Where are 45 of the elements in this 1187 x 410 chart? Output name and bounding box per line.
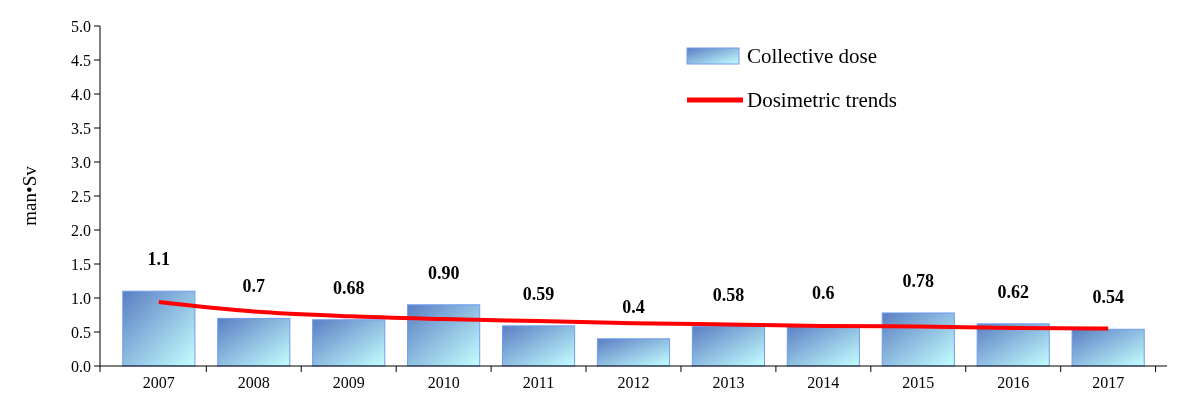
bar (407, 304, 481, 367)
bar (502, 325, 576, 367)
legend-label: Dosimetric trends (747, 88, 897, 113)
x-tick-label: 2012 (617, 374, 650, 391)
y-tick-label: 3.0 (71, 153, 91, 171)
data-label: 0.78 (902, 270, 935, 291)
bar (217, 317, 291, 367)
x-tick-label: 2011 (522, 374, 555, 391)
y-tick-label: 0.5 (71, 323, 91, 341)
bar (1071, 328, 1145, 367)
y-tick-label: 1.0 (71, 289, 91, 307)
x-tick-label: 2017 (1092, 374, 1125, 391)
data-label: 1.1 (147, 249, 171, 270)
x-tick-label: 2008 (237, 374, 270, 391)
y-tick-label: 1.5 (71, 255, 91, 273)
data-label: 0.6 (812, 283, 835, 304)
x-tick-label: 2007 (142, 374, 175, 391)
y-axis-title: man•Sv (19, 165, 40, 226)
data-label: 0.62 (997, 281, 1029, 302)
data-label: 0.7 (242, 276, 266, 297)
bar (881, 312, 955, 367)
y-tick-label: 5.0 (71, 17, 91, 35)
x-tick-label: 2010 (427, 374, 460, 391)
x-tick-label: 2016 (997, 374, 1030, 391)
x-tick-label: 2014 (807, 374, 840, 391)
bar (122, 290, 196, 367)
y-tick-label: 0.0 (71, 357, 91, 375)
x-tick-label: 2015 (902, 374, 935, 391)
y-tick-label: 4.5 (71, 51, 91, 69)
data-label: 0.58 (712, 284, 745, 305)
bar (312, 319, 386, 367)
legend-label: Collective dose (747, 44, 878, 69)
y-tick-label: 4.0 (71, 85, 91, 103)
x-tick-label: 2013 (712, 374, 745, 391)
y-tick-label: 3.5 (71, 119, 91, 137)
bar (596, 338, 671, 367)
data-label: 0.4 (622, 296, 645, 317)
data-label: 0.68 (332, 277, 365, 298)
data-label: 0.59 (522, 283, 555, 304)
data-label: 0.54 (1092, 287, 1124, 308)
data-label: 0.90 (427, 262, 460, 283)
y-tick-label: 2.0 (71, 221, 91, 239)
bar (691, 326, 765, 367)
x-tick-label: 2009 (332, 374, 365, 391)
y-tick-label: 2.5 (71, 187, 91, 205)
